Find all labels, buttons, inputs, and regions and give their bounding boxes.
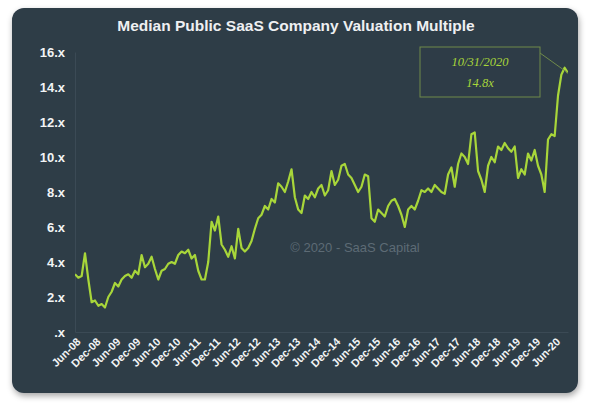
y-tick-label: 8.x [47,185,66,200]
data-line [75,68,568,308]
x-tick-label: Jun-20 [529,335,563,369]
y-axis-line [75,53,76,333]
card-background [12,8,578,393]
annotation-box [420,47,540,97]
annotation-text: 14.8x [466,76,494,90]
x-axis: Jun-08Dec-08Jun-09Dec-09Jun-10Dec-10Jun-… [49,332,568,369]
y-tick-label: 16.x [40,45,66,60]
annotation-text: 10/31/2020 [452,55,510,69]
y-tick-label: 12.x [40,115,66,130]
y-tick: 10.x [40,150,75,165]
y-axis: .x 2.x 4.x 6.x 8.x 10.x 12.x 14.x 16.x [40,45,76,340]
y-tick-label: 2.x [47,290,66,305]
y-tick: 4.x [47,255,75,270]
annotation-leader [540,53,568,73]
y-tick: 16.x [40,45,75,60]
title: Median Public SaaS Company Valuation Mul… [117,17,475,34]
y-tick: 6.x [47,220,75,235]
y-tick-label: 14.x [40,80,66,95]
x-tick: Jun-20 [529,332,563,369]
y-tick-label: 10.x [40,150,66,165]
plot-area [75,68,568,308]
y-tick-label: 4.x [47,255,66,270]
y-tick-label: .x [54,325,66,340]
y-tick: 2.x [47,290,75,305]
annotation: 10/31/2020 14.8x [420,47,568,97]
watermark: © 2020 - SaaS Capital [290,240,420,255]
y-tick: 14.x [40,80,75,95]
y-tick-label: 6.x [47,220,66,235]
chart: Median Public SaaS Company Valuation Mul… [0,0,593,407]
y-tick: 8.x [47,185,75,200]
x-axis-line [76,332,569,333]
y-tick: 12.x [40,115,75,130]
